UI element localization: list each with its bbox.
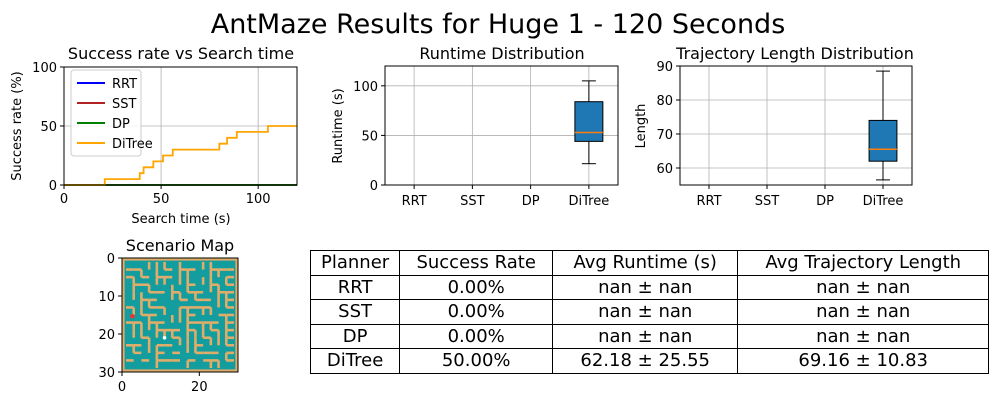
plot-frame xyxy=(384,65,619,186)
table-cell: nan ± nan xyxy=(737,323,990,349)
y-tick-label: 50 xyxy=(40,120,57,135)
x-tick-label: SST xyxy=(460,194,485,209)
y-tick-label: 60 xyxy=(656,162,673,177)
results-table: Planner Success Rate Avg Runtime (s) Avg Tr… xyxy=(309,250,990,374)
y-tick-label: 80 xyxy=(656,94,673,109)
x-tick-label: RRT xyxy=(402,194,427,209)
y-tick-label: 90 xyxy=(656,60,673,75)
table-row: SST 0.00% nan ± nan nan ± nan xyxy=(309,299,990,325)
maze-outer-wall xyxy=(122,257,239,372)
table-cell: nan ± nan xyxy=(552,299,739,325)
table-cell: 62.18 ± 25.55 xyxy=(552,348,739,374)
box-iqr xyxy=(868,119,898,162)
y-tick-label: 30 xyxy=(98,366,115,381)
runtime-box-chart: RRT SST DP DiTree 0 50 100 Runtime Distributio… xyxy=(331,44,619,209)
success-chart-xlabel: Search time (s) xyxy=(131,212,230,227)
y-tick-label: 0 xyxy=(107,252,115,267)
box-iqr xyxy=(574,101,604,142)
runtime-chart-title: Runtime Distribution xyxy=(419,44,584,63)
goal-marker xyxy=(130,313,135,319)
y-tick-label: 50 xyxy=(361,129,378,144)
table-row: DP 0.00% nan ± nan nan ± nan xyxy=(309,323,990,349)
length-chart-ylabel: Length xyxy=(634,104,649,149)
success-chart-ylabel: Success rate (%) xyxy=(10,71,25,181)
length-box-chart: RRT SST DP DiTree 60 70 80 90 Trajectory Length… xyxy=(634,44,914,209)
y-tick-label: 100 xyxy=(32,61,57,76)
x-tick-label: DiTree xyxy=(569,194,610,209)
x-tick-label: 50 xyxy=(153,192,170,207)
legend-label-sst: SST xyxy=(112,97,137,112)
table-header-cell: Planner xyxy=(309,250,401,276)
table-cell: DP xyxy=(309,323,401,349)
x-tick-label: 100 xyxy=(246,192,271,207)
x-tick-label: DP xyxy=(522,194,540,209)
start-marker xyxy=(162,336,167,340)
table-cell: nan ± nan xyxy=(552,274,739,300)
table-cell: 50.00% xyxy=(399,348,554,374)
x-tick-label: DP xyxy=(816,194,834,209)
y-tick-label: 10 xyxy=(98,290,115,305)
legend-label-rrt: RRT xyxy=(112,77,137,92)
legend-label-dp: DP xyxy=(112,117,130,132)
x-tick-label: 20 xyxy=(191,380,208,395)
table-cell: 69.16 ± 10.83 xyxy=(737,348,990,374)
x-tick-label: DiTree xyxy=(863,194,904,209)
x-tick-label: 0 xyxy=(60,192,68,207)
map-title: Scenario Map xyxy=(126,236,234,255)
table-cell: DiTree xyxy=(309,348,401,374)
y-tick-label: 0 xyxy=(370,179,378,194)
series-line-ditree xyxy=(64,125,297,186)
legend-label-ditree: DiTree xyxy=(112,137,153,152)
plot-frame xyxy=(679,65,913,186)
x-tick-label: 0 xyxy=(118,380,126,395)
y-tick-label: 70 xyxy=(656,128,673,143)
legend-box xyxy=(70,69,142,157)
table-cell: nan ± nan xyxy=(552,323,739,349)
length-chart-title: Trajectory Length Distribution xyxy=(675,44,914,63)
table-row: DiTree 50.00% 62.18 ± 25.55 69.16 ± 10.83 xyxy=(309,348,990,374)
table-cell: 0.00% xyxy=(399,274,554,300)
runtime-chart-ylabel: Runtime (s) xyxy=(331,88,346,163)
x-tick-label: SST xyxy=(755,194,780,209)
table-row: RRT 0.00% nan ± nan nan ± nan xyxy=(309,274,990,300)
table-header-row: Planner Success Rate Avg Runtime (s) Avg Tr… xyxy=(309,250,990,276)
table-header-cell: Avg Trajectory Length xyxy=(737,250,990,276)
y-tick-label: 20 xyxy=(98,328,115,343)
success-rate-chart: 0 50 100 0 50 100 RRT SST DP DiTree Success rate … xyxy=(10,44,298,227)
table-cell: SST xyxy=(309,299,401,325)
y-tick-label: 0 xyxy=(49,179,57,194)
table-header-cell: Success Rate xyxy=(399,250,554,276)
map-frame xyxy=(121,257,239,373)
table-cell: nan ± nan xyxy=(737,299,990,325)
table-cell: RRT xyxy=(309,274,401,300)
x-tick-label: RRT xyxy=(696,194,721,209)
table-cell: 0.00% xyxy=(399,323,554,349)
y-tick-label: 100 xyxy=(353,80,378,95)
figure-title: AntMaze Results for Huge 1 - 120 Seconds xyxy=(211,9,786,40)
table-cell: nan ± nan xyxy=(737,274,990,300)
table-cell: 0.00% xyxy=(399,299,554,325)
table-header-cell: Avg Runtime (s) xyxy=(552,250,739,276)
success-chart-title: Success rate vs Search time xyxy=(68,44,294,63)
